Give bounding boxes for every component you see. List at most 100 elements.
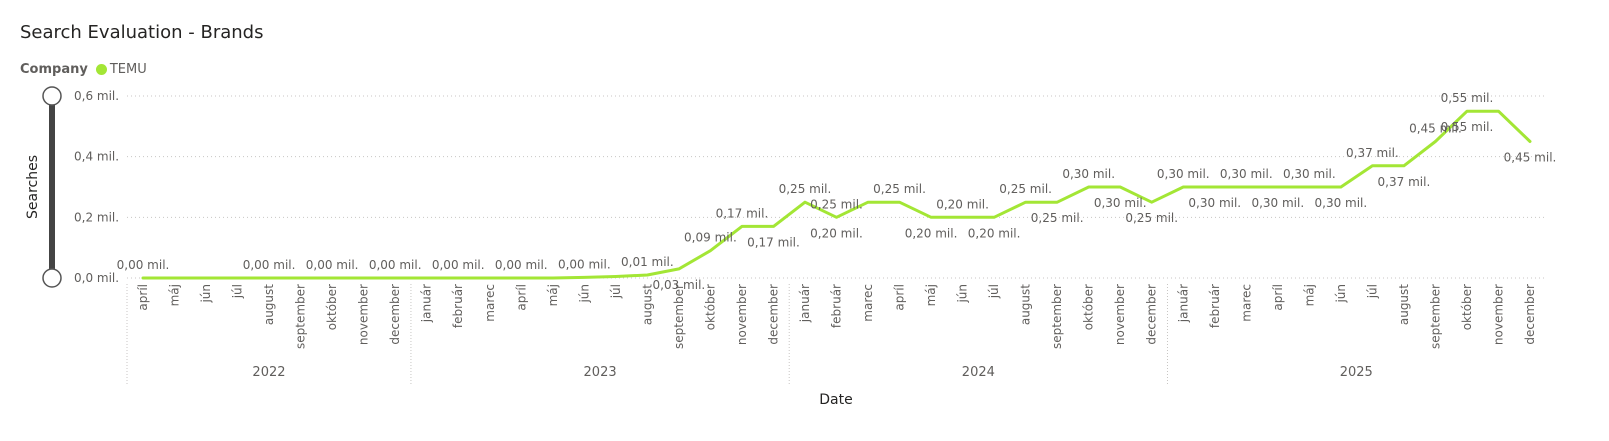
x-tick-label: september [294, 284, 308, 349]
x-tick-label: október [1082, 284, 1096, 330]
data-label: 0,25 mil. [873, 182, 926, 196]
x-tick-label: marec [861, 284, 875, 322]
x-tick-label: august [640, 284, 654, 325]
x-tick-label: december [1523, 284, 1537, 345]
legend-marker-temu [95, 64, 107, 75]
data-label: 0,37 mil. [1346, 146, 1399, 160]
x-tick-label: apríl [514, 284, 528, 311]
x-tick-label: január [420, 284, 434, 323]
x-tick-label: december [388, 284, 402, 345]
x-tick-label: máj [168, 284, 182, 306]
x-tick-label: december [766, 284, 780, 345]
x-tick-label: máj [546, 284, 560, 306]
x-tick-label: január [1176, 284, 1190, 323]
data-label: 0,25 mil. [999, 182, 1052, 196]
data-label: 0,00 mil. [243, 258, 296, 272]
x-tick-label: júl [1365, 284, 1379, 299]
chart-title: Search Evaluation - Brands [20, 22, 264, 43]
year-label: 2023 [584, 365, 617, 380]
data-label: 0,20 mil. [968, 226, 1021, 240]
data-label: 0,45 mil. [1504, 151, 1557, 165]
x-tick-label: august [1397, 284, 1411, 325]
slider-handle-top[interactable] [42, 86, 62, 106]
data-label: 0,20 mil. [905, 226, 958, 240]
legend-entry-temu[interactable]: TEMU [109, 62, 147, 77]
x-tick-label: júl [609, 284, 623, 299]
y-tick-label: 0,0 mil. [74, 271, 119, 285]
x-tick-label: jún [199, 284, 213, 304]
data-label: 0,00 mil. [369, 258, 422, 272]
x-tick-label: august [262, 284, 276, 325]
y-tick-label: 0,4 mil. [74, 150, 119, 164]
x-tick-label: október [703, 284, 717, 330]
series-line-temu[interactable] [141, 109, 1532, 280]
x-tick-label: november [735, 284, 749, 345]
data-label: 0,25 mil. [1125, 211, 1178, 225]
x-tick-label: január [798, 284, 812, 323]
x-tick-label: apríl [1271, 284, 1285, 311]
data-label: 0,20 mil. [810, 226, 863, 240]
x-axis: apríl máj jún júl august september október nove… [126, 284, 1537, 384]
data-label: 0,55 mil. [1441, 91, 1494, 105]
x-tick-label: október [325, 284, 339, 330]
x-tick-label: november [1491, 284, 1505, 345]
x-tick-label: február [451, 284, 465, 328]
x-tick-label: november [1113, 284, 1127, 345]
data-label: 0,00 mil. [495, 258, 548, 272]
data-label: 0,25 mil. [779, 182, 832, 196]
data-label: 0,00 mil. [117, 258, 170, 272]
x-tick-label: júl [231, 284, 245, 299]
legend-label: Company [20, 62, 88, 77]
data-label: 0,01 mil. [621, 255, 674, 269]
x-tick-label: október [1460, 284, 1474, 330]
year-label: 2024 [962, 365, 995, 380]
x-tick-label: december [1145, 284, 1159, 345]
y-range-slider[interactable] [42, 86, 62, 288]
x-tick-label: máj [924, 284, 938, 306]
y-axis: 0,0 mil. 0,2 mil. 0,4 mil. 0,6 mil. [74, 89, 119, 285]
y-axis-label: Searches [25, 155, 41, 219]
data-label: 0,30 mil. [1094, 196, 1147, 210]
data-label: 0,37 mil. [1378, 175, 1431, 189]
x-tick-label: september [1050, 284, 1064, 349]
data-label: 0,30 mil. [1188, 196, 1241, 210]
data-label: 0,30 mil. [1315, 196, 1368, 210]
x-tick-label: február [1208, 284, 1222, 328]
x-tick-label: jún [956, 284, 970, 304]
x-tick-label: jún [577, 284, 591, 304]
slider-handle-bottom[interactable] [42, 268, 62, 288]
data-label: 0,00 mil. [432, 258, 485, 272]
x-tick-label: jún [1334, 284, 1348, 304]
legend: Company TEMU [20, 62, 147, 77]
data-labels: 0,00 mil. 0,00 mil. 0,00 mil. 0,00 mil. 0,00… [117, 91, 1557, 292]
x-tick-label: február [830, 284, 844, 328]
data-label: 0,20 mil. [936, 197, 989, 211]
data-label: 0,17 mil. [747, 235, 800, 249]
x-tick-label: júl [987, 284, 1001, 299]
data-label: 0,25 mil. [810, 197, 863, 211]
x-tick-label: september [672, 284, 686, 349]
data-label: 0,00 mil. [306, 258, 359, 272]
x-tick-label: august [1019, 284, 1033, 325]
y-tick-label: 0,2 mil. [74, 210, 119, 224]
x-tick-label: september [1428, 284, 1442, 349]
year-label: 2022 [252, 365, 285, 380]
data-label: 0,17 mil. [716, 206, 769, 220]
data-label: 0,09 mil. [684, 231, 737, 245]
x-tick-label: marec [1239, 284, 1253, 322]
x-tick-label: máj [1302, 284, 1316, 306]
data-label: 0,00 mil. [558, 257, 611, 271]
data-label: 0,55 mil. [1441, 120, 1494, 134]
data-label: 0,30 mil. [1157, 167, 1210, 181]
x-tick-label: november [357, 284, 371, 345]
year-label: 2025 [1340, 365, 1373, 380]
data-label: 0,30 mil. [1251, 196, 1304, 210]
x-tick-label: marec [483, 284, 497, 322]
data-label: 0,03 mil. [653, 278, 706, 292]
data-label: 0,30 mil. [1283, 167, 1336, 181]
data-label: 0,25 mil. [1031, 211, 1084, 225]
data-label: 0,45 mil. [1409, 122, 1462, 136]
x-tick-label: apríl [893, 284, 907, 311]
x-tick-label: apríl [136, 284, 150, 311]
